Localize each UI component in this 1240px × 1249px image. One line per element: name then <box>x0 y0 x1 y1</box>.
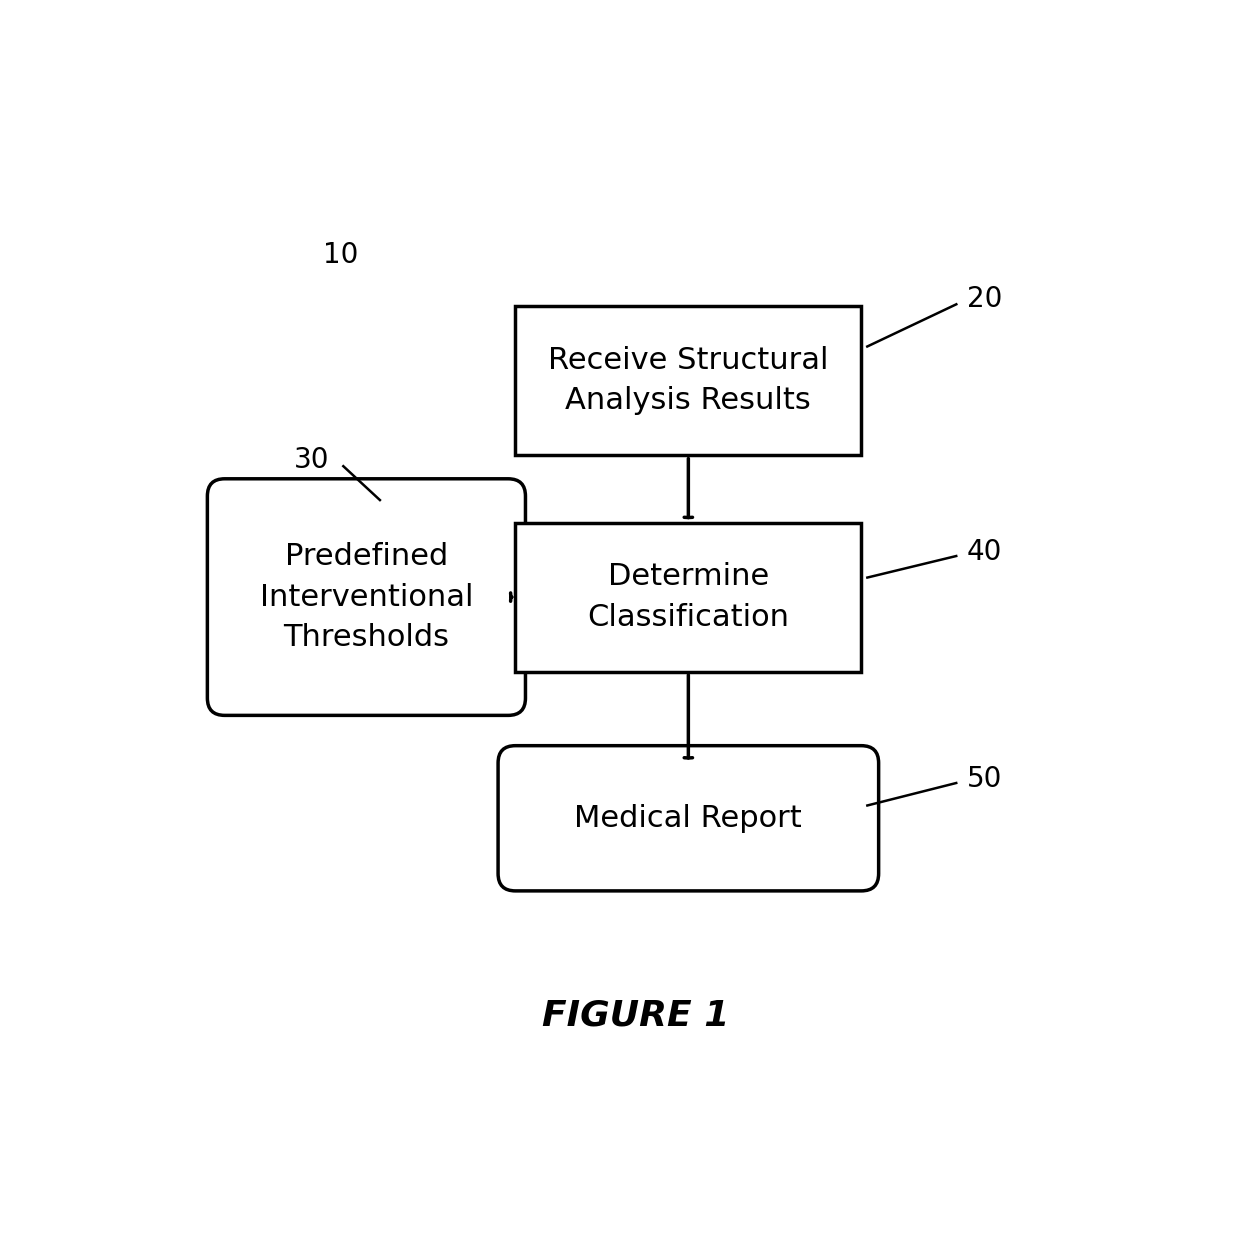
Text: 50: 50 <box>967 764 1002 793</box>
Text: Medical Report: Medical Report <box>574 804 802 833</box>
Text: 10: 10 <box>324 241 358 270</box>
FancyBboxPatch shape <box>207 478 526 716</box>
Text: 30: 30 <box>294 446 330 473</box>
Text: Receive Structural
Analysis Results: Receive Structural Analysis Results <box>548 346 828 416</box>
FancyBboxPatch shape <box>498 746 879 891</box>
Text: Predefined
Interventional
Thresholds: Predefined Interventional Thresholds <box>259 542 474 652</box>
FancyBboxPatch shape <box>516 306 862 455</box>
Text: Determine
Classification: Determine Classification <box>588 562 790 632</box>
Text: FIGURE 1: FIGURE 1 <box>542 998 729 1033</box>
FancyBboxPatch shape <box>516 522 862 672</box>
Text: 20: 20 <box>967 285 1002 313</box>
Text: 40: 40 <box>967 538 1002 566</box>
